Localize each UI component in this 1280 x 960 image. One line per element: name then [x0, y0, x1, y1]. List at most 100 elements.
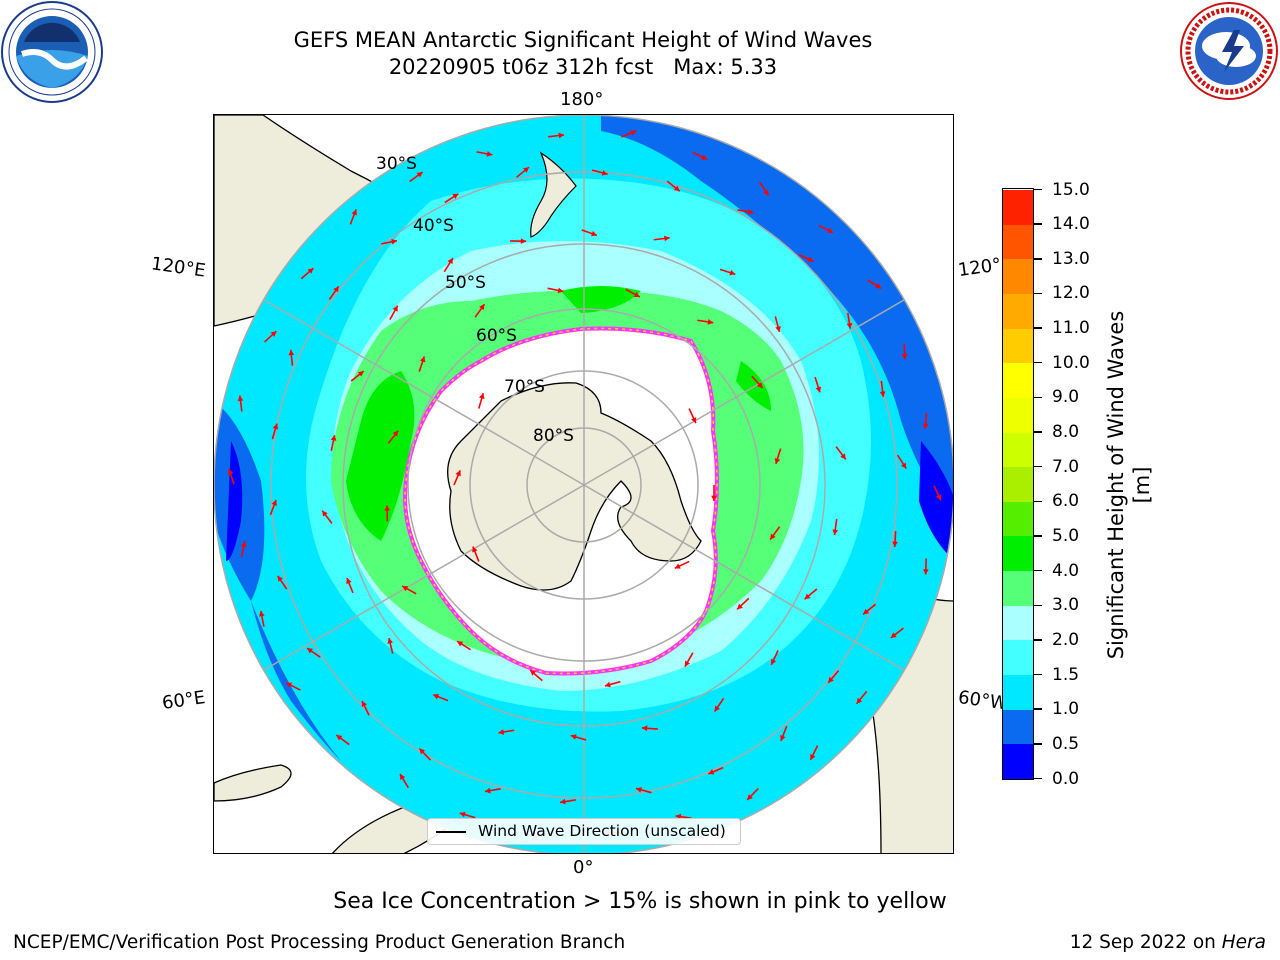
- colorbar-segment: [1003, 466, 1033, 502]
- wave-direction-arrowhead: [498, 729, 505, 735]
- wave-direction-arrowhead: [890, 632, 897, 638]
- colorbar-tick-label: 15.0: [1052, 179, 1090, 200]
- colorbar-tick: [1034, 396, 1042, 399]
- wave-direction-arrowhead: [684, 660, 691, 667]
- wave-direction-arrowhead: [701, 154, 708, 160]
- wave-direction-arrowhead: [447, 258, 453, 265]
- wave-direction-arrowhead: [840, 453, 846, 460]
- wave-direction-arrowhead: [479, 393, 485, 400]
- colorbar-tick: [1034, 535, 1042, 537]
- colorbar-tick-label: 5.0: [1052, 525, 1080, 546]
- colorbar-tick: [1034, 223, 1042, 225]
- colorbar-segment: [1003, 258, 1033, 294]
- colorbar-title: Significant Height of Wind Waves [m]: [1104, 310, 1154, 660]
- wave-direction-arrowhead: [357, 371, 364, 377]
- wave-direction-arrowhead: [270, 331, 277, 337]
- wave-direction-arrowhead: [633, 291, 640, 297]
- wave-direction-arrowhead: [775, 326, 781, 332]
- wave-direction-arrowhead: [455, 470, 461, 477]
- wave-direction-arrowhead: [351, 209, 357, 216]
- lon-label-120w: 120°: [956, 254, 1003, 282]
- wave-direction-arrowhead: [392, 430, 399, 437]
- wave-direction-arrowhead: [520, 238, 527, 244]
- wave-direction-arrowhead: [807, 256, 814, 262]
- footer-date: 12 Sep 2022 on Hera: [1070, 932, 1266, 953]
- wave-direction-arrowhead: [484, 787, 491, 794]
- wave-direction-arrowhead: [288, 349, 295, 356]
- colorbar-tick: [1034, 604, 1042, 606]
- footer-date-text: 12 Sep 2022 on: [1069, 932, 1222, 953]
- colorbar-segment: [1003, 570, 1033, 606]
- wave-direction-arrowhead: [307, 268, 314, 274]
- wind-wave-arrows: [227, 130, 942, 840]
- colorbar-tick-label: 11.0: [1052, 318, 1090, 339]
- wave-direction-arrowhead: [392, 305, 398, 312]
- wave-direction-arrowhead: [457, 641, 464, 647]
- colorbar-tick-label: 12.0: [1052, 283, 1090, 304]
- wave-direction-arrowhead: [591, 230, 597, 237]
- colorbar-segment: [1003, 605, 1033, 641]
- wave-direction-arrowhead: [336, 735, 343, 741]
- colorbar-tick: [1034, 258, 1042, 260]
- colorbar-tick: [1034, 777, 1042, 780]
- colorbar-tick-label: 1.0: [1052, 699, 1080, 720]
- colorbar-tick-label: 9.0: [1052, 387, 1080, 408]
- wave-direction-arrowhead: [391, 238, 397, 245]
- wave-direction-arrowhead: [708, 769, 715, 775]
- wave-direction-arrowhead: [756, 382, 763, 388]
- colorbar-tick-label: 13.0: [1052, 248, 1090, 269]
- wave-direction-arrowhead: [486, 151, 493, 157]
- wave-direction-arrowhead: [570, 734, 577, 740]
- wave-direction-arrowhead: [307, 648, 314, 654]
- wave-direction-arrowhead: [729, 269, 736, 276]
- colorbar-tick-label: 3.0: [1052, 595, 1080, 616]
- wave-direction-arrowhead: [346, 578, 352, 584]
- colorbar-tick: [1034, 361, 1042, 364]
- wave-direction-arrowhead: [400, 774, 406, 781]
- wave-direction-arrowhead: [737, 603, 743, 610]
- lat-label-30s: 30°S: [376, 154, 417, 174]
- wave-direction-arrowhead: [922, 569, 929, 575]
- colorbar-tick: [1034, 465, 1042, 468]
- wave-direction-arrowhead: [810, 753, 816, 760]
- colorbar-segment: [1003, 293, 1033, 329]
- colorbar-tick: [1034, 569, 1042, 572]
- wave-direction-arrowhead: [673, 185, 680, 192]
- colorbar-segment: [1003, 397, 1033, 433]
- wave-direction-arrowhead: [330, 435, 337, 441]
- wave-direction-arrowhead: [875, 283, 882, 289]
- colorbar-tick: [1034, 639, 1042, 641]
- wave-direction-arrowhead: [780, 735, 786, 742]
- wave-direction-arrowhead: [237, 395, 244, 402]
- lat-label-80s: 80°S: [533, 426, 574, 446]
- colorbar-tick-label: 0.0: [1052, 768, 1080, 789]
- wave-direction-arrowhead: [641, 725, 648, 732]
- chart-title: GEFS MEAN Antarctic Significant Height o…: [293, 28, 873, 52]
- wave-direction-arrowhead: [691, 417, 697, 424]
- wave-direction-arrowhead: [863, 608, 870, 615]
- colorbar-tick-label: 8.0: [1052, 422, 1080, 443]
- wave-direction-arrowhead: [459, 811, 466, 818]
- wave-direction-arrowhead: [879, 391, 886, 397]
- wave-direction-arrowhead: [828, 676, 834, 683]
- colorbar-segment: [1003, 224, 1033, 260]
- wave-direction-arrowhead: [770, 658, 777, 665]
- wave-direction-arrowhead: [774, 458, 781, 464]
- colorbar-segment: [1003, 362, 1033, 398]
- lon-label-120e: 120°E: [149, 253, 207, 282]
- wave-direction-arrowhead: [630, 130, 637, 136]
- wave-direction-arrowhead: [530, 670, 537, 676]
- colorbar-tick: [1034, 188, 1042, 191]
- lat-label-50s: 50°S: [445, 273, 486, 293]
- footer-credit: NCEP/EMC/Verification Post Processing Pr…: [13, 932, 626, 953]
- wave-direction-arrowhead: [384, 505, 391, 511]
- wave-direction-arrowhead: [604, 681, 611, 688]
- colorbar-tick-label: 7.0: [1052, 456, 1080, 477]
- wave-direction-arrowhead: [523, 167, 529, 173]
- colorbar-segment: [1003, 328, 1033, 364]
- colorbar-segment: [1003, 709, 1033, 745]
- colorbar-tick-label: 14.0: [1052, 214, 1090, 235]
- wave-direction-arrowhead: [558, 132, 565, 139]
- lon-label-60e: 60°E: [160, 687, 207, 714]
- lat-label-40s: 40°S: [413, 216, 454, 236]
